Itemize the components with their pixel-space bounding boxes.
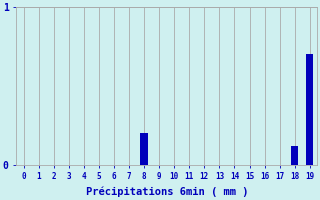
Bar — [140, 133, 148, 165]
X-axis label: Précipitations 6min ( mm ): Précipitations 6min ( mm ) — [85, 187, 248, 197]
Bar — [306, 54, 314, 165]
Bar — [291, 146, 299, 165]
